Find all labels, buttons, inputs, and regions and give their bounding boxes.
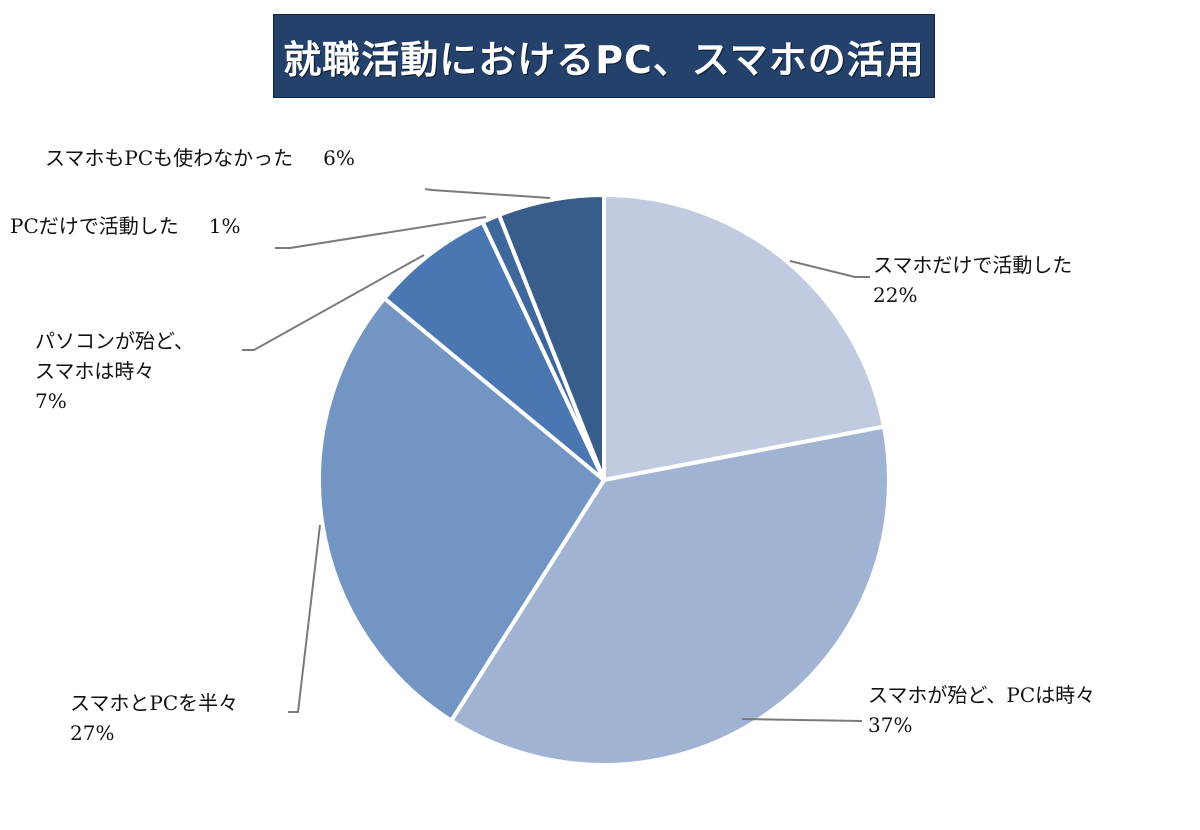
label-half-half-text: スマホとPCを半々 (70, 691, 239, 715)
label-only-phone: スマホだけで活動した 22% (873, 250, 1072, 310)
leader-line-half-half (288, 524, 321, 713)
label-neither-pct: 6% (323, 146, 355, 170)
slice-mostly-pc (382, 220, 606, 482)
chart-title-box: 就職活動におけるPC、スマホの活用 (273, 14, 935, 98)
leader-line-mostly-phone (741, 718, 863, 722)
label-mostly-pc-pct: 7% (35, 389, 67, 413)
label-mostly-pc: パソコンが殆ど、 スマホは時々 7% (35, 326, 194, 416)
label-only-pc-pct: 1% (208, 214, 241, 238)
label-only-phone-pct: 22% (873, 283, 918, 307)
label-only-phone-text: スマホだけで活動した (873, 253, 1073, 277)
leader-line-mostly-pc (242, 254, 425, 351)
slice-only-phone (602, 193, 886, 482)
chart-title: 就職活動におけるPC、スマホの活用 (283, 37, 925, 82)
label-mostly-phone-pct: 37% (868, 713, 913, 737)
pie-slices (317, 193, 891, 767)
label-half-half: スマホとPCを半々 27% (70, 688, 238, 748)
label-only-pc: PCだけで活動した 1% (10, 211, 241, 241)
label-mostly-phone-text: スマホが殆ど、PCは時々 (868, 683, 1096, 707)
slice-half-half (317, 296, 606, 723)
leader-line-neither (424, 188, 551, 199)
label-neither-text: スマホもPCも使わなかった (45, 146, 294, 170)
leader-lines (242, 188, 870, 722)
label-half-half-pct: 27% (70, 721, 115, 745)
label-only-pc-text: PCだけで活動した (10, 214, 179, 238)
label-mostly-pc-text1: パソコンが殆ど、 (35, 329, 194, 353)
leader-line-only-pc (275, 216, 487, 249)
label-neither: スマホもPCも使わなかった 6% (45, 143, 355, 173)
label-mostly-phone: スマホが殆ど、PCは時々 37% (868, 680, 1095, 740)
leader-line-only-phone (789, 260, 870, 278)
slice-neither (497, 193, 606, 482)
label-mostly-pc-text2: スマホは時々 (35, 359, 155, 383)
slice-mostly-phone (449, 424, 891, 767)
